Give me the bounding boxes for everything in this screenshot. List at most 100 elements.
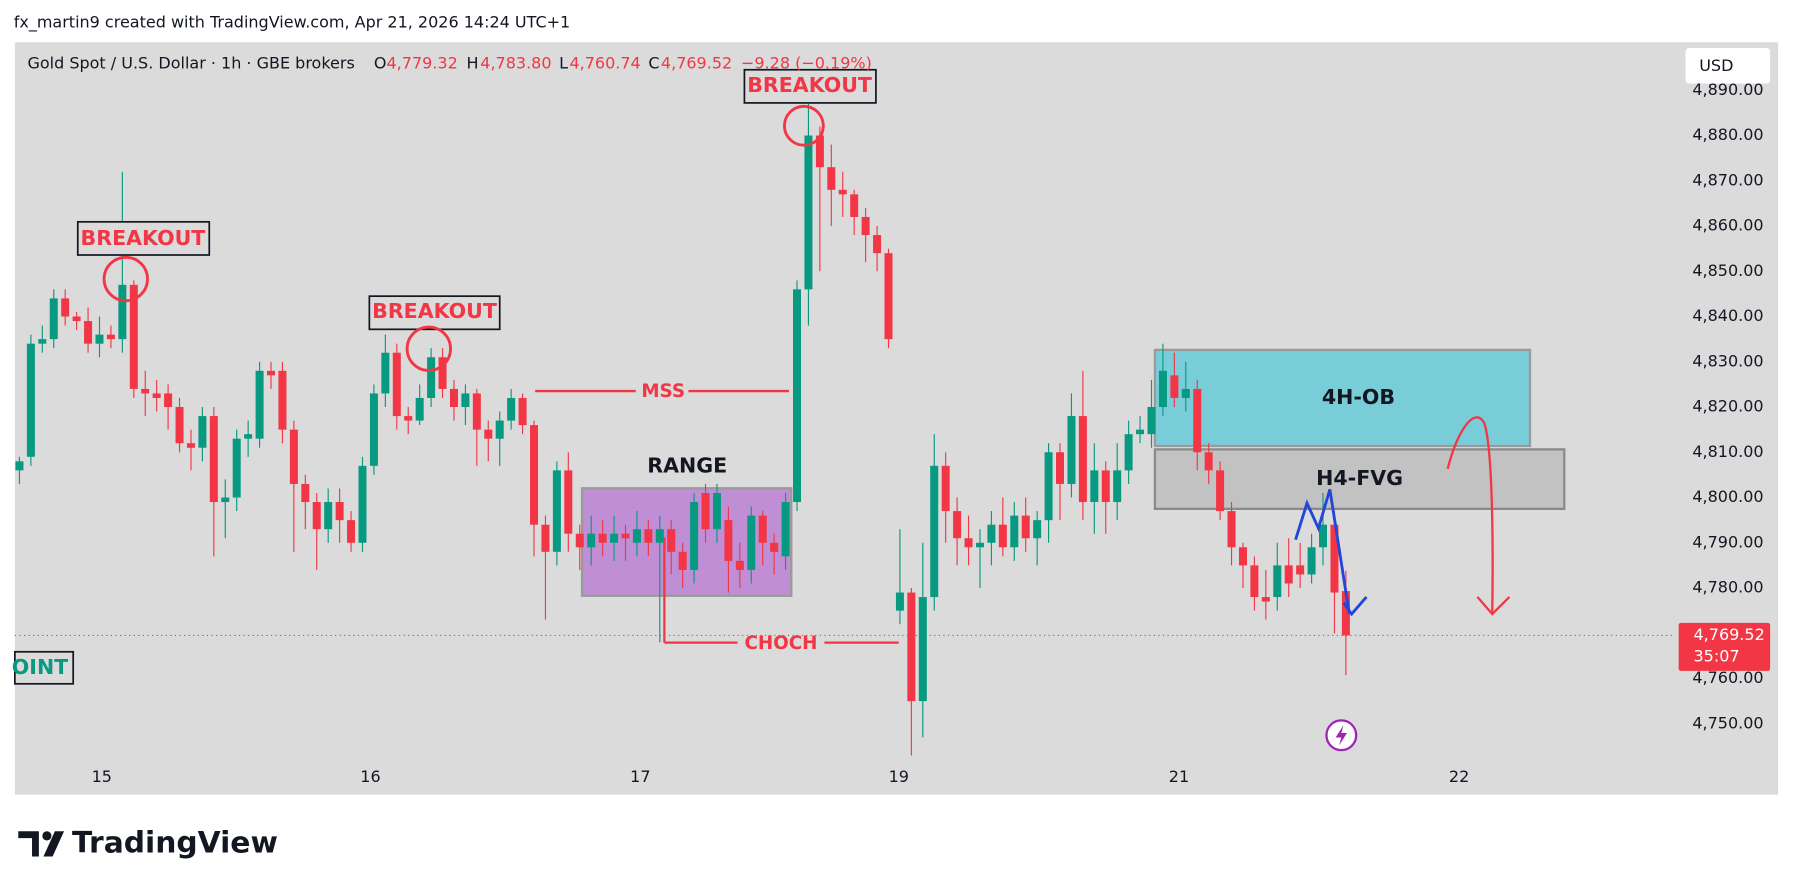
candle-body: [1296, 565, 1305, 575]
x-tick-label: 22: [1449, 767, 1469, 786]
y-tick-label: 4,760.00: [1692, 668, 1763, 687]
candle-body: [427, 357, 436, 398]
candle-body: [827, 167, 836, 190]
candle-body: [861, 216, 870, 236]
annotation-box: [368, 295, 501, 331]
candle-body: [724, 520, 733, 561]
candle-body: [575, 533, 584, 548]
candle-body: [392, 352, 401, 417]
currency-button[interactable]: [1685, 48, 1771, 84]
brand: TradingView: [72, 825, 278, 860]
annotation: CHOCH: [745, 633, 818, 654]
candle-body: [1136, 429, 1145, 435]
candle-body: [953, 511, 962, 539]
candle-body: [129, 284, 138, 389]
candle-body: [1273, 565, 1282, 598]
candle-body: [1250, 565, 1259, 598]
x-tick-label: 17: [630, 767, 650, 786]
candle-body: [381, 352, 390, 394]
y-tick-label: 4,840.00: [1692, 306, 1763, 325]
candle-body: [1021, 515, 1030, 539]
candle-body: [472, 393, 481, 430]
candle-body: [838, 189, 847, 195]
candle-body: [1044, 452, 1053, 521]
candle-body: [232, 438, 241, 498]
ohlc-label: O: [374, 54, 387, 73]
candle-body: [1341, 591, 1350, 636]
candle-body: [461, 393, 470, 408]
candle-body: [1307, 547, 1316, 575]
candle-body: [244, 434, 253, 439]
candle-body: [541, 524, 550, 552]
annotation: BREAKOUT: [747, 73, 872, 97]
axes: 4,750.004,760.004,770.004,780.004,790.00…: [92, 80, 1771, 786]
candle-body: [1067, 416, 1076, 484]
candle-body: [678, 551, 687, 570]
candle-body: [72, 316, 81, 322]
candle-body: [587, 533, 596, 548]
currency[interactable]: USD: [1699, 56, 1733, 75]
candle-body: [895, 592, 904, 611]
candle-body: [449, 388, 458, 408]
candle-body: [987, 524, 996, 543]
candle-body: [1193, 388, 1202, 453]
candle-body: [667, 529, 676, 552]
candle-body: [975, 542, 984, 548]
x-tick-label: 15: [92, 767, 112, 786]
candle-body: [507, 397, 516, 421]
circle: [102, 255, 149, 303]
candle-body: [1033, 520, 1042, 539]
candle-body: [1261, 597, 1270, 602]
candle-body: [793, 289, 802, 503]
candle-body: [1330, 524, 1339, 593]
candle-body: [255, 370, 264, 439]
y-tick-label: 4,750.00: [1692, 713, 1763, 732]
circle: [405, 325, 452, 372]
candle-body: [758, 515, 767, 543]
candle-body: [598, 533, 607, 543]
candle-body: [267, 370, 276, 376]
candle-body: [1204, 452, 1213, 471]
ohlc-label: C: [648, 54, 659, 73]
candle-body: [175, 407, 184, 444]
annotation: RANGE: [647, 454, 727, 478]
candle-body: [552, 470, 561, 552]
candle-body: [518, 397, 527, 426]
candle-body: [369, 393, 378, 466]
candle-body: [1158, 370, 1167, 408]
annotation-box: [743, 68, 877, 104]
candle-body: [358, 465, 367, 543]
candle-body: [644, 529, 653, 543]
candle-body: [438, 357, 447, 389]
ob-box: [1153, 348, 1532, 448]
candle-body: [26, 343, 35, 457]
candle-body: [998, 524, 1007, 548]
candle-body: [1101, 470, 1110, 503]
ohlc-value: 4,760.74: [569, 54, 640, 73]
countdown: 35:07: [1694, 647, 1740, 666]
candle-body: [152, 393, 161, 398]
candle-body: [1238, 547, 1247, 566]
candle-body: [312, 502, 321, 530]
y-tick-label: 4,870.00: [1692, 170, 1763, 189]
last-price-box: [1678, 622, 1771, 671]
candle-body: [1284, 565, 1293, 584]
candle-body: [95, 334, 104, 344]
candle-body: [1181, 388, 1190, 398]
candle-body: [301, 483, 310, 503]
candle-body: [106, 334, 115, 340]
ohlc-label: H: [467, 54, 479, 73]
candle-body: [335, 502, 344, 521]
credit: fx_martin9 created with TradingView.com,…: [14, 12, 571, 32]
symbol: Gold Spot / U.S. Dollar · 1h · GBE broke…: [27, 54, 354, 73]
candle-body: [1227, 511, 1236, 548]
ohlc-label: L: [559, 54, 568, 73]
annotation-box: [76, 220, 211, 256]
candle-body: [1216, 470, 1225, 512]
candle-body: [632, 529, 641, 543]
candle-body: [930, 465, 939, 598]
ohlc-value: 4,779.32: [387, 54, 458, 73]
x-tick-label: 16: [360, 767, 380, 786]
candle-body: [1056, 452, 1065, 484]
annotation-box: [14, 650, 75, 685]
